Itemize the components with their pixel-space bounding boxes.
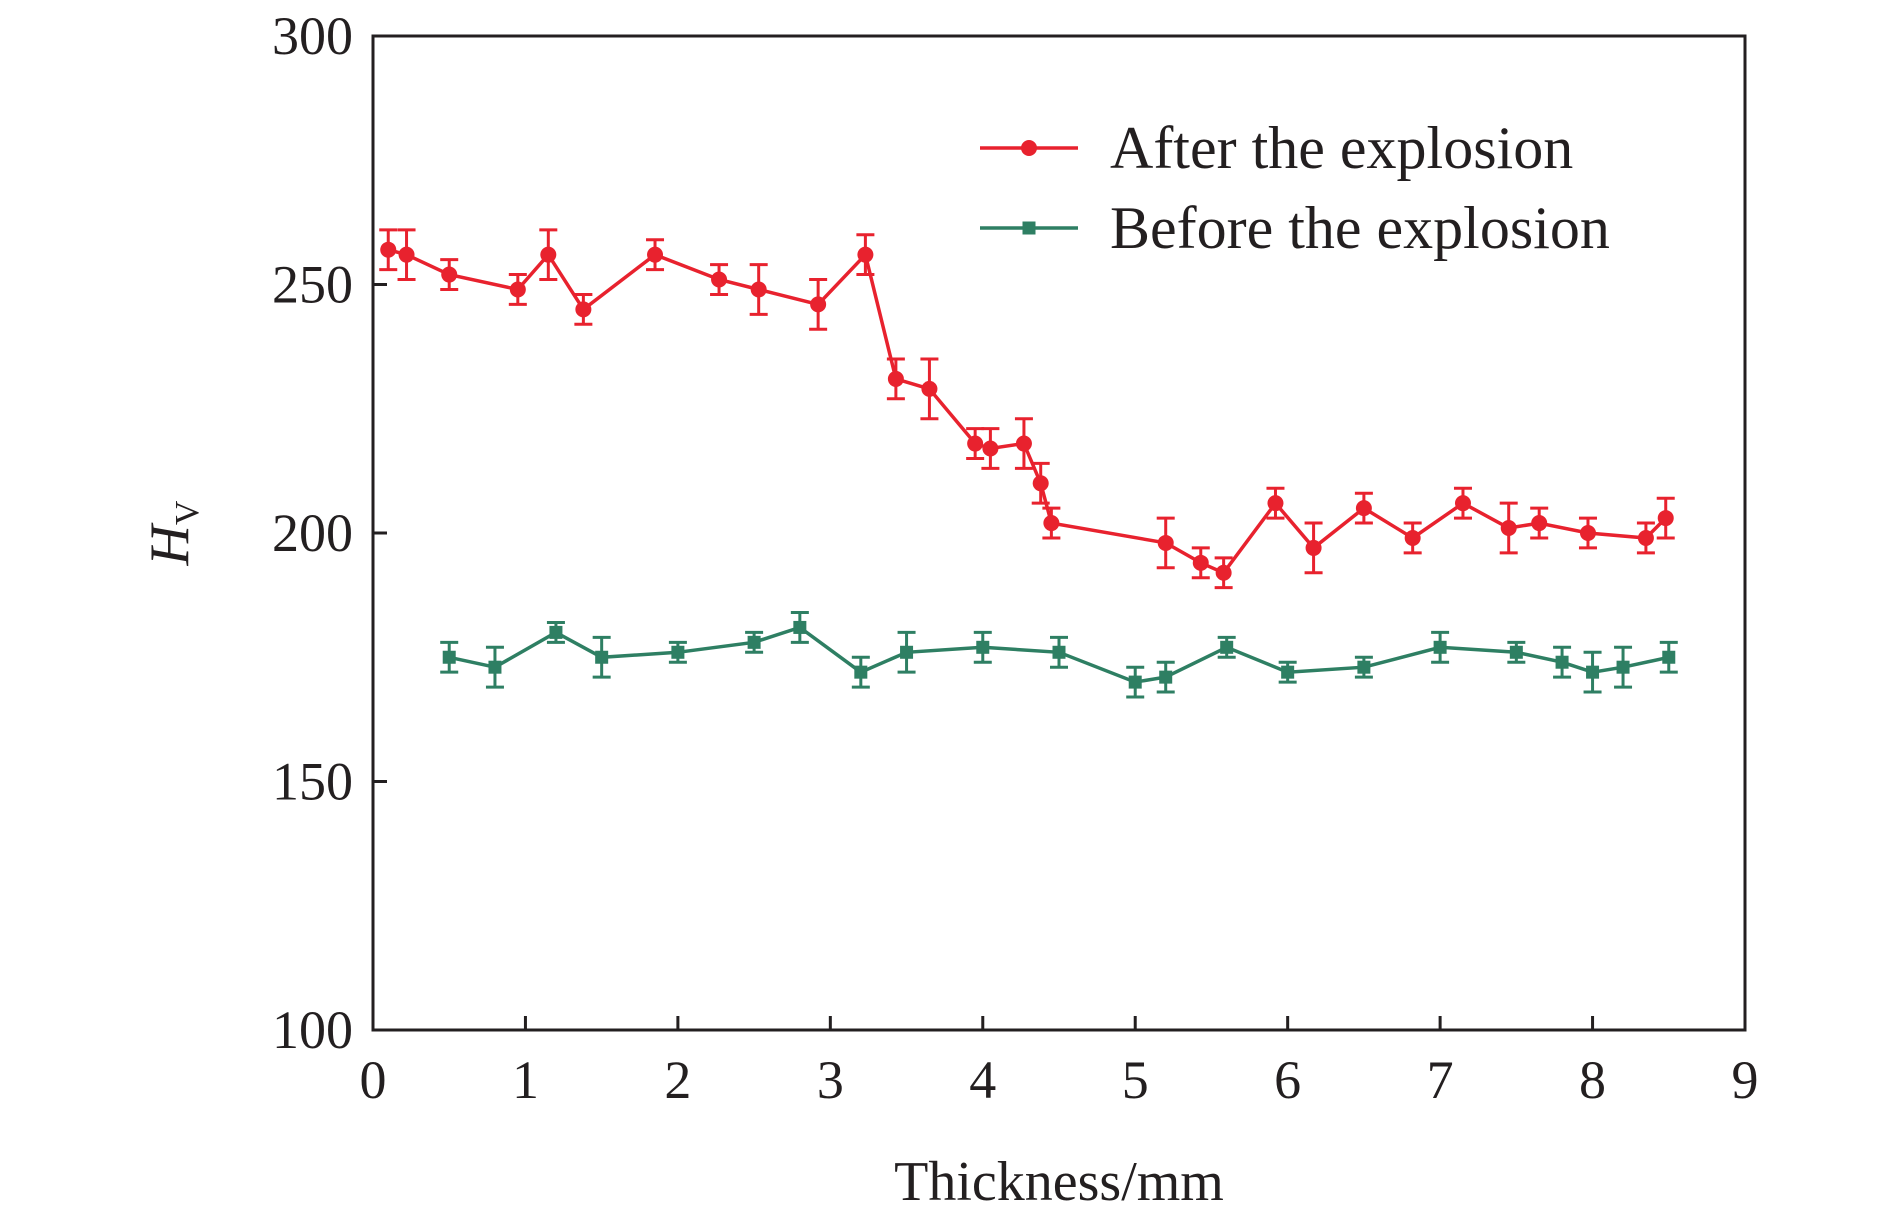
- x-tick-label: 4: [969, 1050, 996, 1110]
- data-point: [857, 246, 874, 263]
- legend-label: After the explosion: [1110, 115, 1573, 181]
- data-point: [1555, 655, 1569, 669]
- y-axis-label: HV: [139, 500, 206, 566]
- data-point: [1404, 529, 1421, 546]
- series-before: [440, 611, 1678, 699]
- series-line: [387, 248, 1667, 575]
- x-tick-label: 0: [360, 1050, 387, 1110]
- data-point: [1128, 675, 1142, 689]
- legend-item-before: Before the explosion: [980, 195, 1610, 261]
- data-point: [1032, 475, 1049, 492]
- x-tick-label: 9: [1732, 1050, 1759, 1110]
- x-tick-label: 2: [664, 1050, 691, 1110]
- legend-item-after: After the explosion: [980, 115, 1573, 181]
- data-point: [793, 620, 807, 634]
- data-point: [1662, 650, 1676, 664]
- data-point: [976, 640, 990, 654]
- data-point: [1355, 500, 1372, 517]
- x-tick-label: 7: [1427, 1050, 1454, 1110]
- legend-swatch-marker: [1021, 140, 1037, 156]
- data-point: [540, 246, 557, 263]
- data-point: [1220, 640, 1234, 654]
- data-point: [1157, 534, 1174, 551]
- data-point: [1357, 660, 1371, 674]
- data-point: [575, 301, 592, 318]
- data-point: [1015, 435, 1032, 452]
- data-point: [900, 645, 914, 659]
- data-point: [398, 246, 415, 263]
- data-point: [887, 370, 904, 387]
- data-point: [380, 241, 397, 258]
- y-axis-label-main: H: [139, 523, 201, 567]
- x-tick-label: 3: [817, 1050, 844, 1110]
- legend: After the explosion Before the explosion: [980, 115, 1610, 261]
- data-point: [1657, 510, 1674, 527]
- data-point: [647, 246, 664, 263]
- y-tick-label: 200: [272, 503, 353, 563]
- data-point: [1043, 515, 1060, 532]
- series-line: [448, 625, 1670, 684]
- data-point: [1305, 539, 1322, 556]
- y-tick-label: 100: [272, 1000, 353, 1060]
- x-axis-label: Thickness/mm: [894, 1151, 1224, 1213]
- x-tick-label: 5: [1122, 1050, 1149, 1110]
- y-tick-label: 250: [272, 255, 353, 315]
- y-axis-label-subscript: V: [169, 500, 206, 525]
- data-point: [747, 635, 761, 649]
- series-layer: [379, 228, 1678, 699]
- data-point: [1052, 645, 1066, 659]
- data-point: [711, 271, 728, 288]
- data-point: [854, 665, 868, 679]
- data-point: [1267, 495, 1284, 512]
- data-point: [1281, 665, 1295, 679]
- series-after: [379, 228, 1675, 590]
- data-point: [1433, 640, 1447, 654]
- data-point: [595, 650, 609, 664]
- data-point: [1509, 645, 1523, 659]
- y-tick-label: 300: [272, 6, 353, 66]
- data-point: [1500, 520, 1517, 537]
- data-point: [549, 625, 563, 639]
- data-point: [810, 296, 827, 313]
- data-point: [1579, 525, 1596, 541]
- data-point: [1215, 564, 1232, 581]
- data-point: [1531, 515, 1548, 532]
- y-tick-label: 150: [272, 752, 353, 812]
- data-point: [1586, 665, 1600, 679]
- data-point: [509, 281, 526, 298]
- data-point: [442, 650, 456, 664]
- data-point: [750, 281, 767, 298]
- data-point: [1454, 495, 1471, 512]
- x-tick-label: 6: [1274, 1050, 1301, 1110]
- legend-label: Before the explosion: [1110, 195, 1610, 261]
- ticks-layer: 0 1 2 3 4 5 6 7 8 9 100 150 200 250 300: [272, 6, 1759, 1110]
- data-point: [488, 660, 502, 674]
- x-tick-label: 1: [512, 1050, 539, 1110]
- x-tick-label: 8: [1579, 1050, 1606, 1110]
- data-point: [441, 266, 458, 283]
- data-point: [967, 435, 984, 452]
- data-point: [1637, 529, 1654, 546]
- data-point: [921, 380, 938, 397]
- data-point: [982, 440, 999, 457]
- data-point: [1616, 660, 1630, 674]
- data-point: [1159, 670, 1173, 684]
- data-point: [1192, 554, 1209, 571]
- data-point: [671, 645, 685, 659]
- legend-swatch-marker: [1022, 221, 1036, 235]
